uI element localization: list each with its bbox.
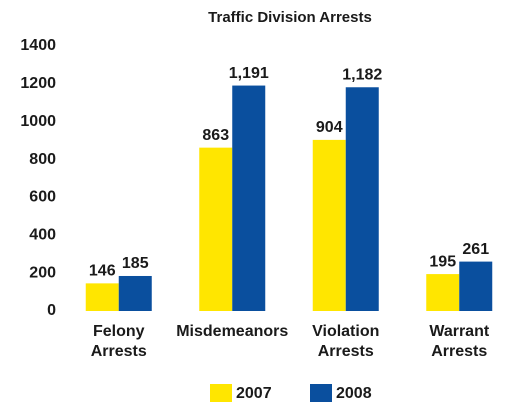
y-tick-label: 1200 (20, 75, 56, 92)
value-label: 1,182 (342, 66, 382, 83)
x-tick-label: Violation Arrests (312, 323, 379, 360)
value-label: 1,191 (229, 65, 269, 82)
bar (85, 283, 119, 311)
x-tick-label: Misdemeanors (176, 323, 288, 340)
value-label: 863 (202, 127, 229, 144)
bar (426, 274, 460, 311)
value-label: 904 (316, 119, 343, 136)
y-tick-label: 600 (29, 189, 56, 206)
legend-swatch (210, 384, 232, 402)
y-tick-label: 400 (29, 227, 56, 244)
bar (118, 275, 152, 311)
value-label: 146 (89, 263, 116, 280)
y-tick-label: 0 (47, 302, 56, 319)
legend-swatch (310, 384, 332, 402)
bar (199, 147, 233, 311)
bar (232, 85, 266, 311)
value-label: 195 (429, 253, 456, 270)
chart-title: Traffic Division Arrests (208, 9, 372, 26)
bar (312, 139, 346, 311)
x-tick-label: Felony Arrests (91, 323, 147, 360)
legend-label: 2008 (336, 385, 372, 402)
y-tick-label: 1400 (20, 37, 56, 54)
legend-label: 2007 (236, 385, 272, 402)
value-label: 185 (122, 255, 149, 272)
y-tick-label: 800 (29, 151, 56, 168)
bar (345, 87, 379, 311)
y-tick-label: 200 (29, 264, 56, 281)
value-label: 261 (462, 241, 489, 258)
x-tick-label: Warrant Arrests (429, 323, 490, 360)
bar (459, 261, 493, 311)
y-tick-label: 1000 (20, 113, 56, 130)
